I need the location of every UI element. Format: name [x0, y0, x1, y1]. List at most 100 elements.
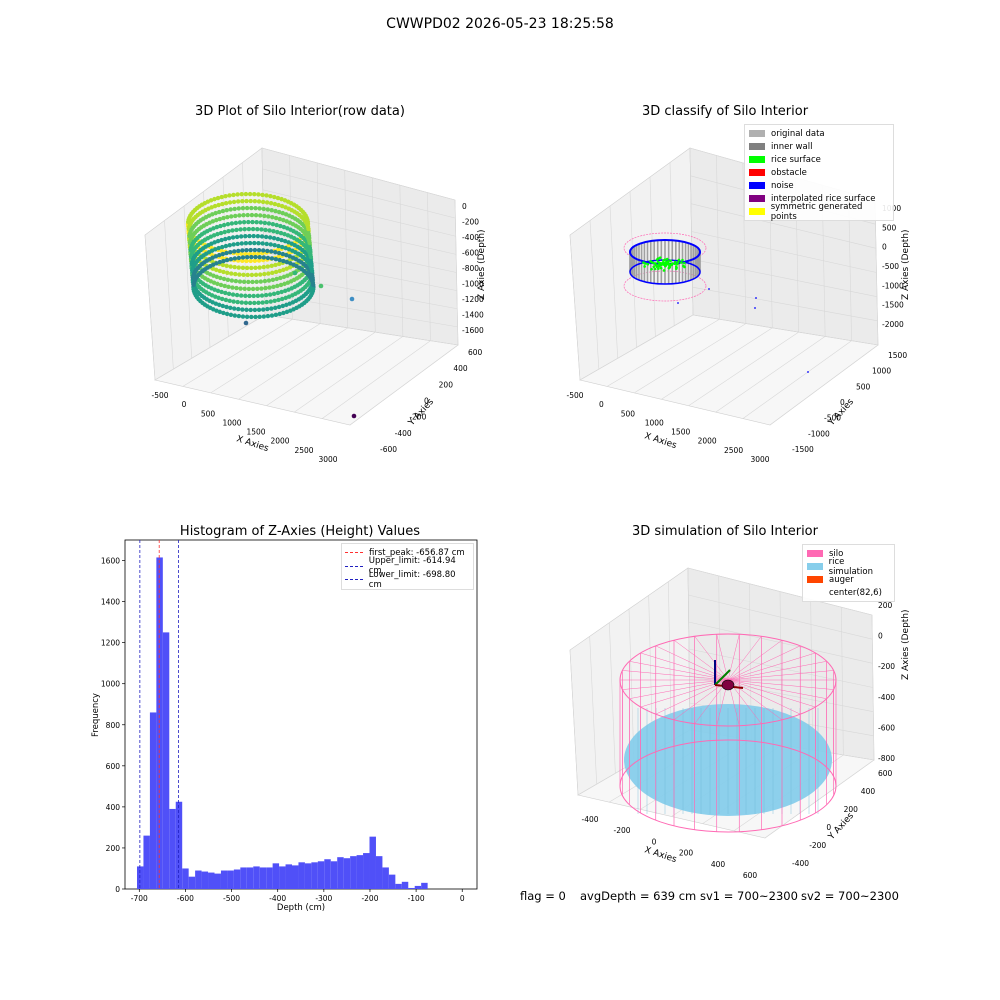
raw-point [224, 257, 230, 263]
raw-point [251, 233, 256, 239]
raw-point [232, 264, 237, 270]
raw-point [221, 222, 227, 228]
grid-line [266, 331, 376, 406]
legend-label: Upper_limit: -614.94 cm [368, 556, 456, 577]
z-tick-label: 200 [878, 601, 893, 610]
histogram-bar [408, 887, 415, 889]
raw-point [272, 298, 277, 304]
rice-surface-point [662, 263, 666, 266]
y-tick-label: -400 [395, 429, 412, 438]
grid-line [692, 314, 879, 346]
histogram-bar [253, 866, 260, 889]
raw-point [244, 205, 250, 211]
raw-point [216, 202, 221, 208]
y-tick-label: -1500 [792, 445, 814, 454]
panel3-x-label: Depth (cm) [277, 903, 325, 913]
raw-point [266, 214, 271, 219]
raw-point [257, 254, 262, 260]
raw-point [264, 299, 269, 305]
raw-point [264, 193, 269, 198]
raw-point [275, 229, 280, 235]
x-tick-label: 500 [621, 409, 636, 418]
grid-line [661, 327, 773, 400]
raw-point [265, 306, 270, 312]
avg-depth-text: avgDepth = 639 cm [580, 889, 697, 903]
raw-point [234, 292, 240, 298]
raw-point [210, 212, 215, 217]
raw-point [253, 272, 259, 278]
grid-line [589, 636, 597, 785]
noise-point [755, 297, 757, 299]
raw-point [239, 251, 244, 257]
raw-point [281, 258, 286, 264]
legend-swatch [749, 182, 765, 189]
histogram-bar [195, 870, 202, 889]
raw-point [285, 273, 290, 278]
raw-point [238, 286, 243, 291]
raw-point [232, 313, 238, 318]
x-tick-label: -500 [566, 391, 583, 400]
silo-roof-line [622, 679, 729, 690]
raw-point [281, 217, 286, 223]
raw-point [260, 192, 265, 198]
raw-point [307, 240, 312, 246]
raw-point [267, 292, 273, 297]
raw-point [218, 275, 223, 281]
raw-point [261, 307, 266, 312]
raw-point [224, 207, 229, 213]
raw-point [214, 267, 219, 273]
x-tick-label: -200 [613, 826, 630, 835]
z-tick-label: -1600 [462, 326, 484, 335]
grid-line [688, 648, 874, 688]
legend-label: silo [829, 548, 844, 559]
silo-roof-line [727, 661, 827, 681]
histogram-bar [220, 870, 228, 889]
raw-point [231, 199, 237, 205]
noise-point [807, 371, 809, 373]
raw-point [257, 265, 262, 270]
raw-point [241, 219, 247, 225]
z-tick-label: 0 [882, 243, 887, 252]
raw-point [229, 271, 234, 276]
raw-point [282, 238, 288, 244]
raw-point [219, 194, 224, 200]
grid-line [688, 621, 873, 664]
raw-point [240, 307, 245, 312]
raw-point [255, 226, 260, 232]
histogram-bar [298, 862, 305, 889]
raw-point [215, 195, 221, 201]
raw-point [224, 263, 229, 269]
legend-label: Lower_limit: -698.80 cm [368, 569, 456, 590]
grid-line [262, 189, 456, 237]
raw-point [220, 244, 225, 250]
histogram-bar [233, 869, 241, 889]
z-tick-label: -200 [462, 218, 479, 227]
raw-point [243, 233, 248, 239]
raw-point [232, 249, 237, 254]
raw-point [260, 300, 265, 305]
raw-point [286, 294, 292, 299]
silo-roof-line [694, 636, 729, 681]
raw-point [229, 278, 235, 283]
raw-point [250, 286, 256, 292]
raw-point [260, 241, 265, 246]
raw-point [269, 207, 274, 213]
raw-point [246, 286, 252, 292]
raw-point [230, 292, 236, 297]
raw-point [271, 235, 277, 241]
raw-point [261, 255, 267, 260]
raw-point [247, 300, 253, 306]
raw-point [262, 271, 267, 277]
raw-point [258, 272, 263, 277]
histogram-bar [259, 867, 267, 889]
raw-point [268, 200, 274, 206]
rice-surface-point [677, 258, 681, 262]
raw-point [263, 285, 268, 291]
raw-point [273, 249, 278, 255]
raw-point [237, 272, 242, 277]
raw-point [232, 256, 238, 261]
raw-point [241, 272, 246, 278]
histogram-bar [143, 835, 150, 889]
raw-point [261, 264, 266, 270]
raw-point [280, 251, 285, 257]
